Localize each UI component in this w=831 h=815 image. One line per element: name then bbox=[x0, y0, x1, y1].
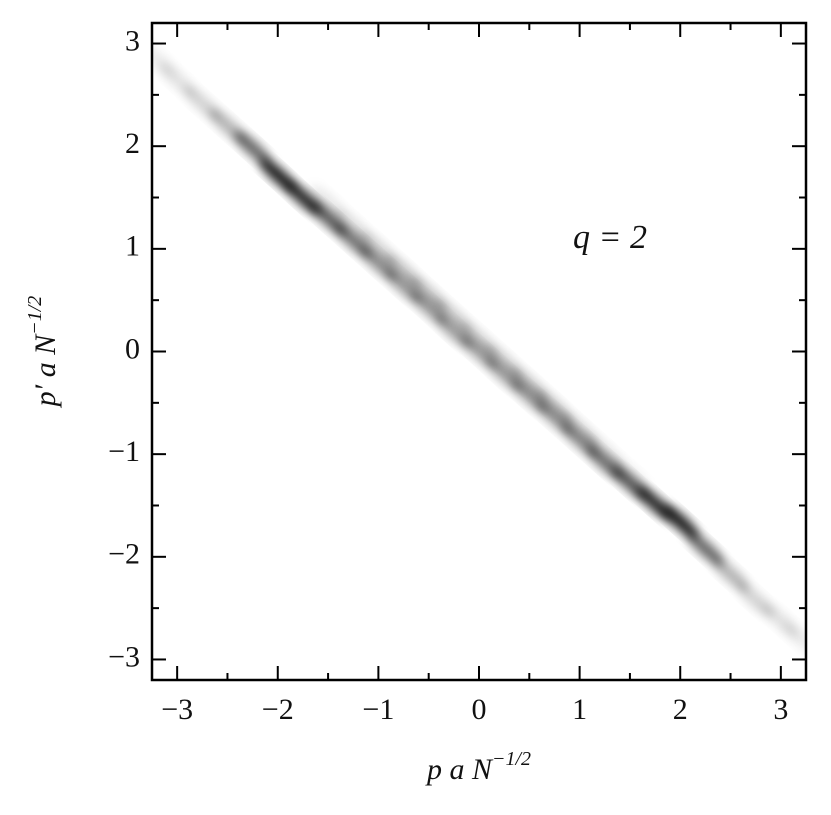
density-blob bbox=[234, 131, 272, 166]
density-blob bbox=[686, 531, 724, 566]
x-label-base: p a N bbox=[425, 753, 494, 786]
annotation: q = 2 bbox=[573, 219, 647, 256]
x-axis-label: p a N−1/2 bbox=[425, 748, 531, 786]
x-label-sup: −1/2 bbox=[492, 748, 531, 770]
y-label-base: p′ a N bbox=[29, 333, 62, 409]
x-tick-label: −2 bbox=[262, 693, 294, 726]
y-label-sup: −1/2 bbox=[24, 296, 46, 335]
x-tick-label: 3 bbox=[773, 693, 788, 726]
x-tick-label: 1 bbox=[572, 693, 587, 726]
x-tick-label: −3 bbox=[161, 693, 193, 726]
density-blob bbox=[611, 457, 649, 492]
y-tick-label: −1 bbox=[108, 435, 140, 468]
y-tick-label: 0 bbox=[125, 332, 140, 365]
density-blob bbox=[782, 622, 806, 656]
y-tick-label: 2 bbox=[125, 127, 140, 160]
y-tick-label: −2 bbox=[108, 538, 140, 571]
density-blob bbox=[712, 557, 749, 592]
x-tick-label: 0 bbox=[472, 693, 487, 726]
y-tick-label: 3 bbox=[125, 24, 140, 57]
y-tick-label: −3 bbox=[108, 640, 140, 673]
y-tick-label: 1 bbox=[125, 230, 140, 263]
y-axis-label: p′ a N−1/2 bbox=[24, 296, 62, 409]
x-tick-label: 2 bbox=[673, 693, 688, 726]
density-layer bbox=[152, 42, 806, 656]
x-tick-label: −1 bbox=[362, 693, 394, 726]
density-blob bbox=[661, 505, 699, 539]
